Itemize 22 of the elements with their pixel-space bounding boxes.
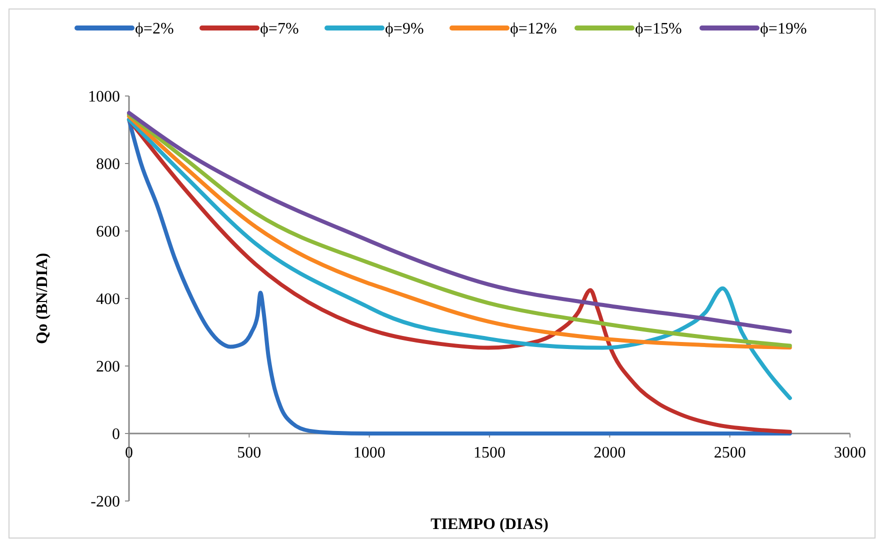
x-tick-label: 2000 [594, 444, 626, 462]
y-tick-label: 400 [96, 291, 120, 308]
y-tick-label: -200 [90, 494, 120, 511]
y-tick-label: 600 [96, 224, 120, 241]
x-tick-label: 500 [237, 444, 262, 462]
y-axis-title: Qo (BN/DIA) [34, 252, 51, 344]
y-tick-label: 0 [112, 426, 120, 444]
legend-label: ϕ=15% [635, 20, 682, 38]
legend-label: ϕ=19% [760, 20, 807, 38]
legend-label: ϕ=9% [385, 20, 424, 38]
legend-label: ϕ=12% [510, 20, 557, 38]
y-tick-label: 200 [96, 358, 120, 376]
x-tick-label: 2500 [714, 444, 746, 462]
x-tick-label: 1500 [474, 444, 506, 462]
x-tick-label: 1000 [353, 444, 386, 462]
x-tick-label: 3000 [834, 444, 866, 462]
y-tick-label: 800 [96, 156, 120, 174]
y-tick-label: 1000 [88, 88, 120, 106]
x-tick-label: 0 [125, 444, 133, 462]
legend-label: ϕ=7% [260, 20, 299, 38]
x-axis-title: TIEMPO (DIAS) [430, 516, 548, 533]
legend-label: ϕ=2% [135, 20, 174, 38]
